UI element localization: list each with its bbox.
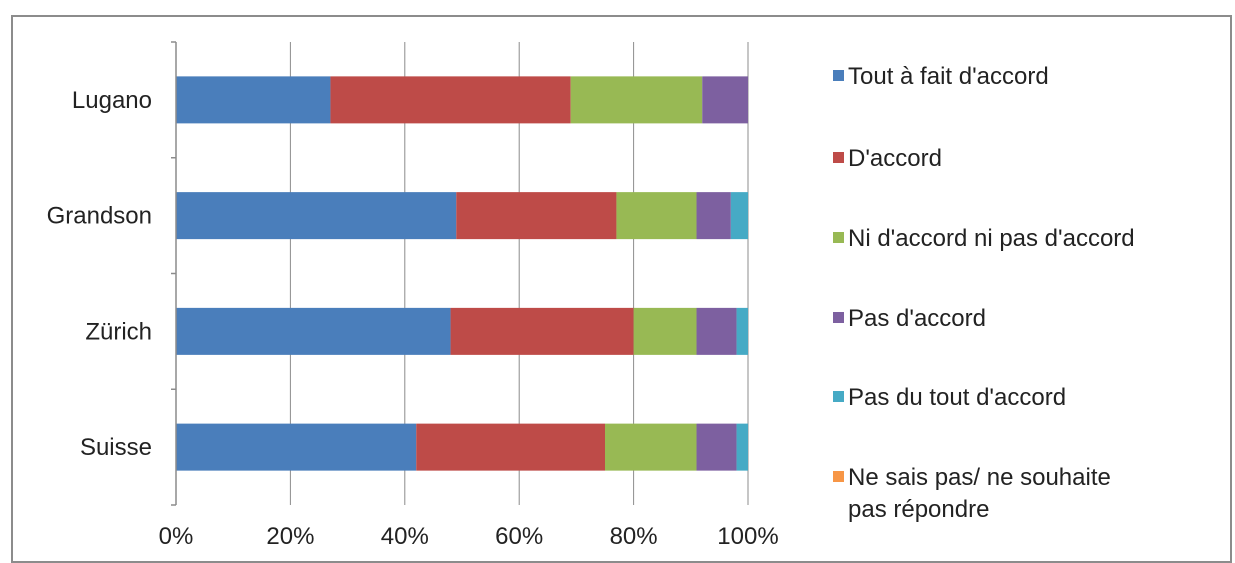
bar-segment [696, 192, 731, 240]
legend-label: Pas d'accord [848, 305, 986, 332]
legend-label: Ni d'accord ni pas d'accord [848, 225, 1135, 252]
bar-segment [702, 76, 748, 124]
bar-segment [696, 307, 737, 355]
legend-swatch [833, 312, 844, 323]
bar-segment [570, 76, 703, 124]
x-tick-label: 80% [610, 523, 658, 550]
y-category-label: Suisse [80, 434, 152, 461]
legend: Tout à fait d'accord D'accord Ni d'accord … [833, 63, 1135, 523]
legend-label: Tout à fait d'accord [848, 63, 1049, 90]
legend-label: Pas du tout d'accord [848, 384, 1066, 411]
bar-segment [736, 307, 748, 355]
x-tick-label: 40% [381, 523, 429, 550]
legend-swatch [833, 232, 844, 243]
x-tick-label: 100% [717, 523, 778, 550]
bar-segment [416, 423, 605, 471]
bar-segment [330, 76, 571, 124]
bar-segment [176, 76, 331, 124]
bar-segment [176, 192, 457, 240]
bar-segment [450, 307, 634, 355]
bar-segment [456, 192, 617, 240]
axes: 0% 20% 40% 60% 80% 100% Lugano Grandson Zürich Su… [47, 41, 779, 550]
x-tick-label: 20% [266, 523, 314, 550]
bars [176, 76, 748, 471]
bar-segment [176, 423, 417, 471]
legend-swatch [833, 391, 844, 402]
y-category-label: Zürich [85, 318, 152, 345]
legend-swatch [833, 152, 844, 163]
bar-segment [696, 423, 737, 471]
legend-label: D'accord [848, 145, 942, 172]
bar-segment [605, 423, 697, 471]
y-category-label: Lugano [72, 87, 152, 114]
x-tick-label: 0% [159, 523, 194, 550]
y-category-label: Grandson [47, 203, 152, 230]
bar-segment [616, 192, 697, 240]
x-tick-label: 60% [495, 523, 543, 550]
legend-label: Ne sais pas/ ne souhaite pas répondre [848, 464, 1111, 523]
legend-swatch [833, 471, 844, 482]
bar-segment [736, 423, 748, 471]
bar-segment [730, 192, 748, 240]
bar-segment [633, 307, 697, 355]
bar-segment [176, 307, 451, 355]
legend-swatch [833, 70, 844, 81]
